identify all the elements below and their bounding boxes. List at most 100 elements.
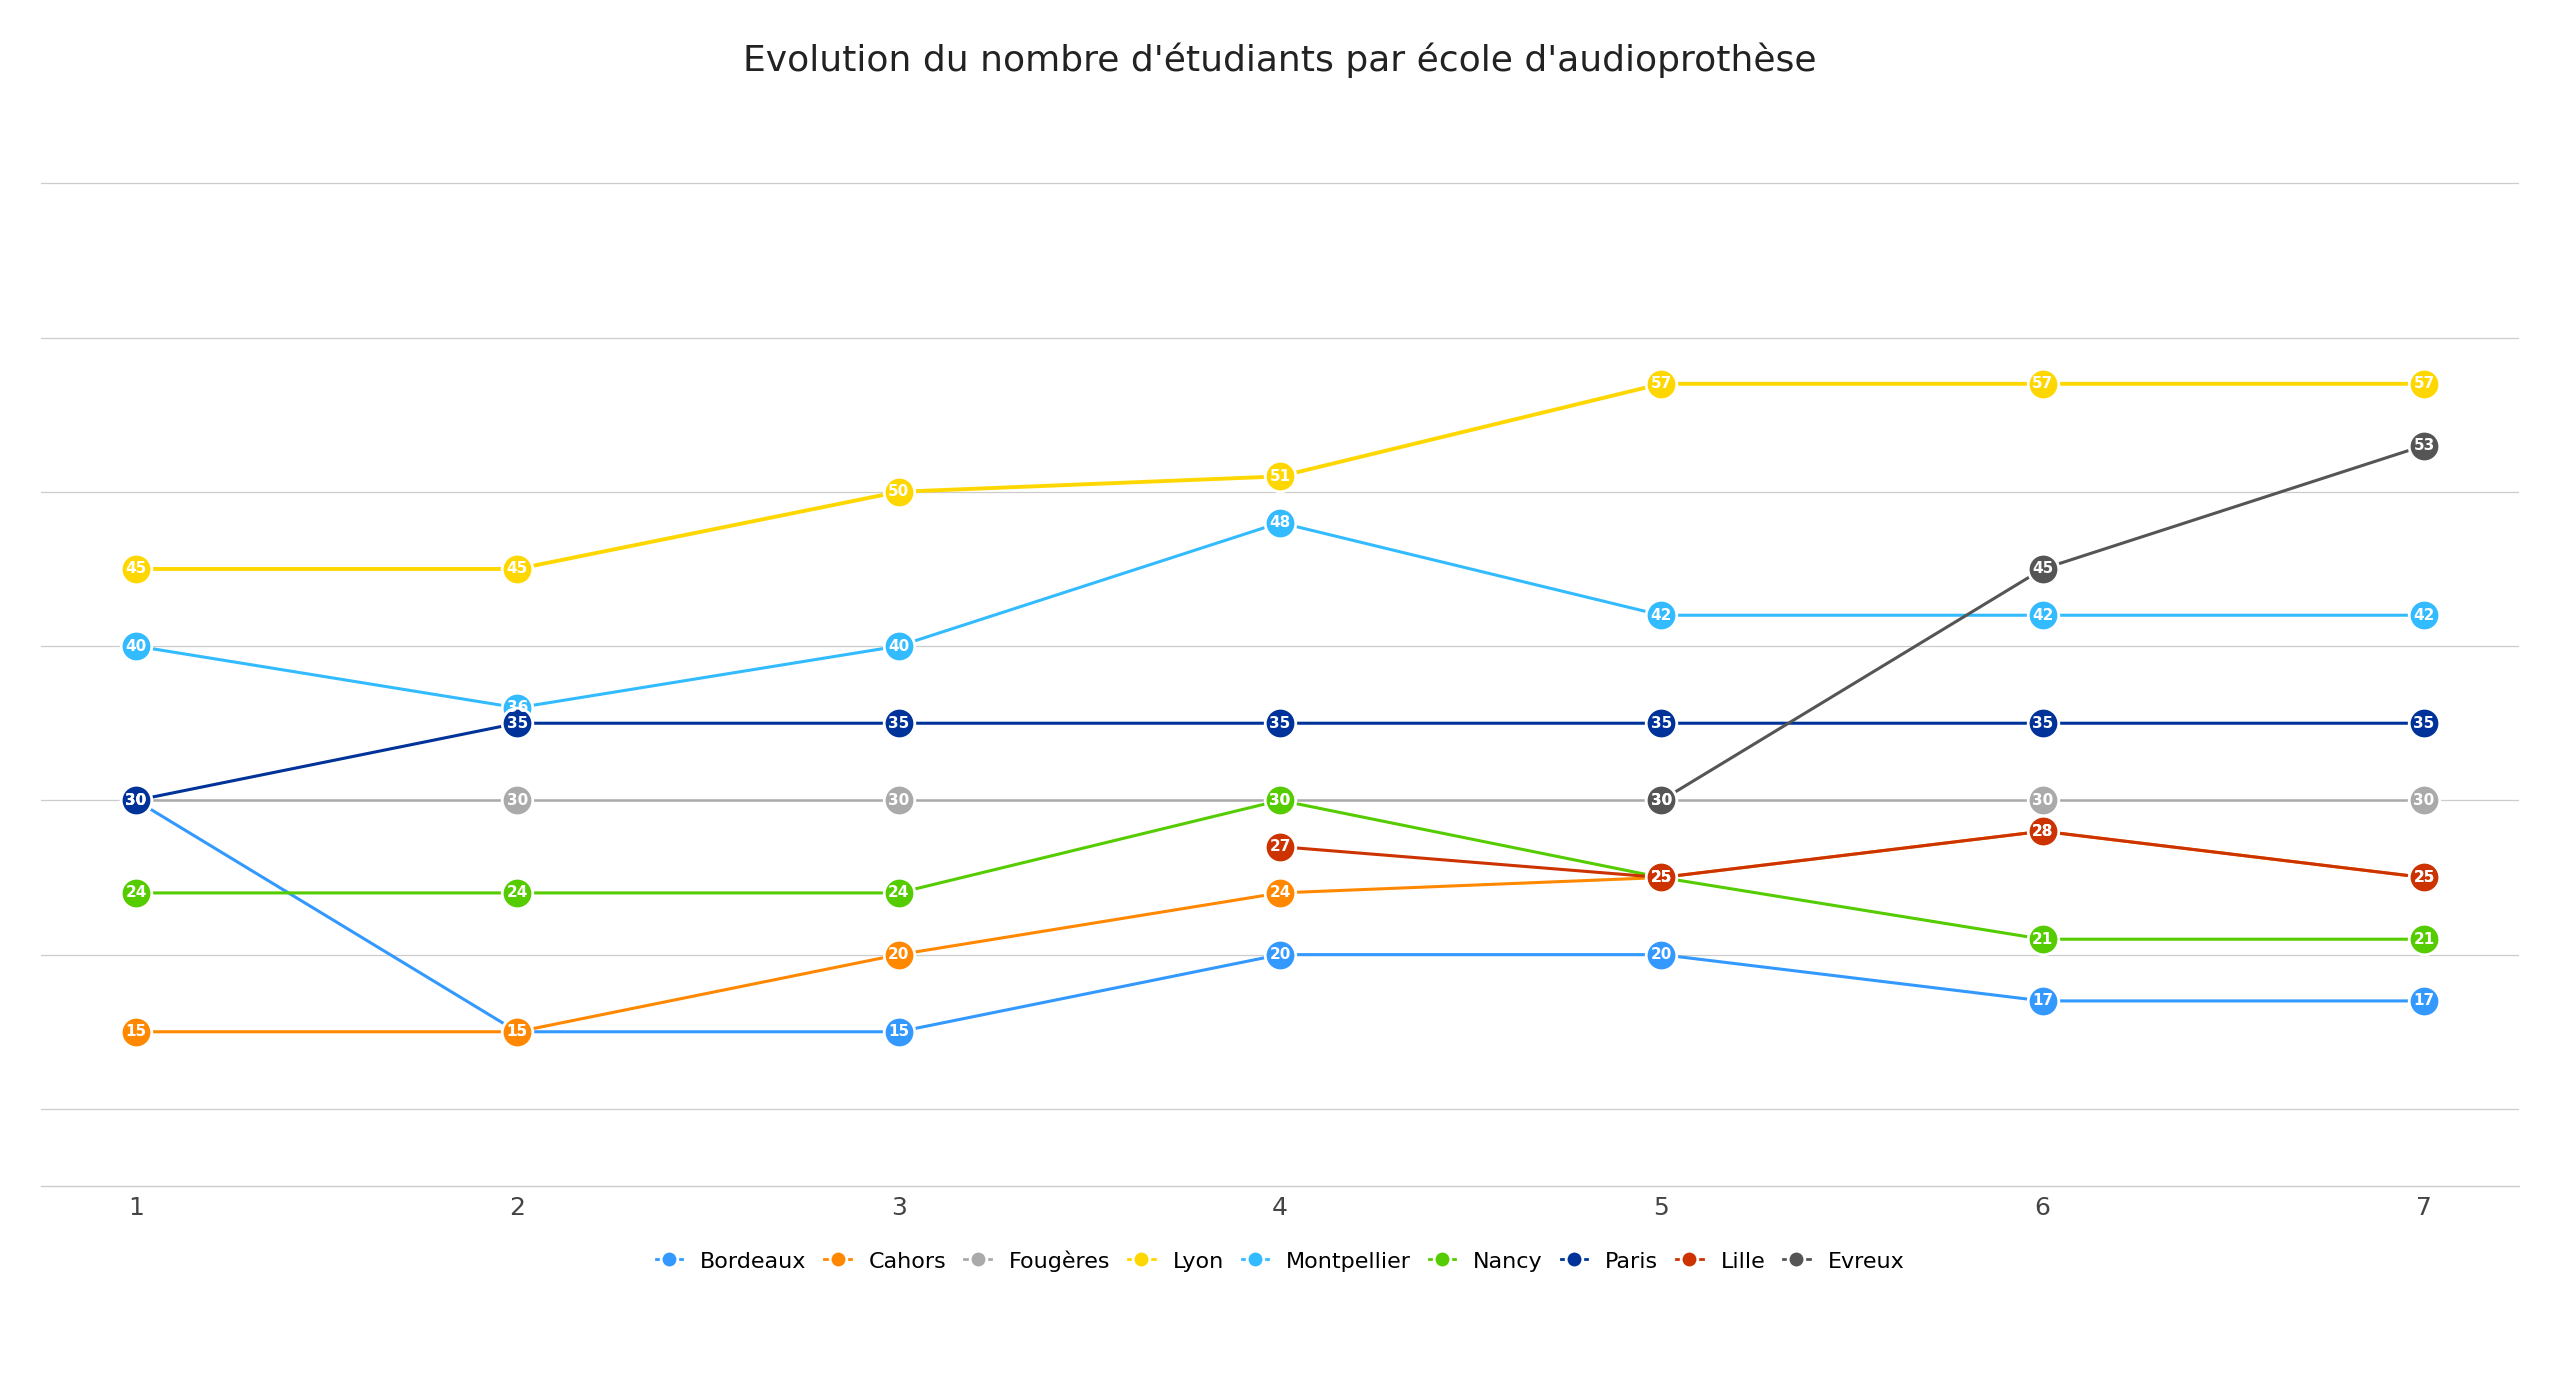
Text: 35: 35 — [1270, 716, 1290, 731]
Line: Cahors: Cahors — [120, 816, 2440, 1048]
Cahors — [883, 946, 914, 963]
Text: 45: 45 — [507, 561, 527, 576]
Text: 24: 24 — [888, 886, 909, 900]
Montpellier — [1265, 515, 1295, 531]
Cahors — [2409, 869, 2440, 886]
Evreux — [2409, 437, 2440, 453]
Text: 15: 15 — [507, 1024, 527, 1039]
Text: 30: 30 — [125, 792, 146, 808]
Text: 25: 25 — [2414, 870, 2435, 884]
Line: Paris: Paris — [120, 707, 2440, 816]
Text: 42: 42 — [2033, 608, 2053, 622]
Text: 30: 30 — [2414, 792, 2435, 808]
Nancy — [502, 884, 532, 901]
Text: 25: 25 — [1651, 870, 1672, 884]
Paris — [2409, 714, 2440, 731]
Line: Lyon: Lyon — [120, 368, 2440, 585]
Line: Bordeaux: Bordeaux — [120, 785, 2440, 1048]
Line: Montpellier: Montpellier — [120, 508, 2440, 723]
Text: 30: 30 — [1651, 792, 1672, 808]
Montpellier — [120, 638, 151, 654]
Paris — [120, 792, 151, 809]
Text: 20: 20 — [1651, 947, 1672, 963]
Nancy — [1646, 869, 1677, 886]
Text: 50: 50 — [888, 484, 909, 499]
Text: 15: 15 — [888, 1024, 909, 1039]
Paris — [2028, 714, 2058, 731]
Nancy — [2409, 930, 2440, 947]
Line: Nancy: Nancy — [120, 785, 2440, 954]
Text: 21: 21 — [2033, 932, 2053, 947]
Fougères — [120, 792, 151, 809]
Text: 25: 25 — [2414, 870, 2435, 884]
Lille — [1646, 869, 1677, 886]
Montpellier — [2028, 607, 2058, 624]
Bordeaux — [1646, 946, 1677, 963]
Text: 17: 17 — [2414, 993, 2435, 1009]
Fougères — [1265, 792, 1295, 809]
Text: 15: 15 — [125, 1024, 146, 1039]
Lyon — [120, 561, 151, 578]
Lille — [2028, 823, 2058, 840]
Cahors — [1265, 884, 1295, 901]
Lyon — [502, 561, 532, 578]
Text: 48: 48 — [1270, 515, 1290, 530]
Fougères — [502, 792, 532, 809]
Text: 28: 28 — [2033, 823, 2053, 838]
Legend: Bordeaux, Cahors, Fougères, Lyon, Montpellier, Nancy, Paris, Lille, Evreux: Bordeaux, Cahors, Fougères, Lyon, Montpe… — [645, 1239, 1915, 1283]
Evreux — [2028, 561, 2058, 578]
Bordeaux — [2409, 993, 2440, 1010]
Text: 24: 24 — [125, 886, 146, 900]
Fougères — [2028, 792, 2058, 809]
Text: 17: 17 — [2033, 993, 2053, 1009]
Text: 40: 40 — [125, 639, 146, 654]
Text: 15: 15 — [507, 1024, 527, 1039]
Text: 42: 42 — [1651, 608, 1672, 622]
Line: Evreux: Evreux — [1646, 430, 2440, 816]
Text: 20: 20 — [1270, 947, 1290, 963]
Evreux — [1646, 792, 1677, 809]
Bordeaux — [120, 792, 151, 809]
Text: 25: 25 — [1651, 870, 1672, 884]
Text: 30: 30 — [888, 792, 909, 808]
Text: 20: 20 — [888, 947, 909, 963]
Bordeaux — [883, 1024, 914, 1041]
Fougères — [1646, 792, 1677, 809]
Paris — [1265, 714, 1295, 731]
Text: 35: 35 — [2033, 716, 2053, 731]
Bordeaux — [502, 1024, 532, 1041]
Text: 45: 45 — [2033, 561, 2053, 576]
Text: 30: 30 — [1651, 792, 1672, 808]
Title: Evolution du nombre d'étudiants par école d'audioprothèse: Evolution du nombre d'étudiants par écol… — [742, 43, 1818, 78]
Text: 57: 57 — [1651, 377, 1672, 392]
Bordeaux — [2028, 993, 2058, 1010]
Line: Lille: Lille — [1265, 816, 2440, 893]
Text: 24: 24 — [1270, 886, 1290, 900]
Nancy — [1265, 792, 1295, 809]
Text: 42: 42 — [2414, 608, 2435, 622]
Nancy — [120, 884, 151, 901]
Cahors — [120, 1024, 151, 1041]
Fougères — [883, 792, 914, 809]
Text: 35: 35 — [2414, 716, 2435, 731]
Montpellier — [883, 638, 914, 654]
Text: 30: 30 — [507, 792, 527, 808]
Lyon — [1265, 467, 1295, 484]
Text: 25: 25 — [1651, 870, 1672, 884]
Line: Fougères: Fougères — [120, 785, 2440, 816]
Text: 40: 40 — [888, 639, 909, 654]
Text: 51: 51 — [1270, 469, 1290, 484]
Nancy — [883, 884, 914, 901]
Text: 21: 21 — [2414, 932, 2435, 947]
Montpellier — [2409, 607, 2440, 624]
Lyon — [2409, 375, 2440, 392]
Text: 30: 30 — [1270, 792, 1290, 808]
Nancy — [2028, 930, 2058, 947]
Text: 27: 27 — [1270, 840, 1290, 854]
Text: 24: 24 — [507, 886, 527, 900]
Text: 30: 30 — [2033, 792, 2053, 808]
Lyon — [2028, 375, 2058, 392]
Cahors — [502, 1024, 532, 1041]
Text: 35: 35 — [888, 716, 909, 731]
Lille — [2409, 869, 2440, 886]
